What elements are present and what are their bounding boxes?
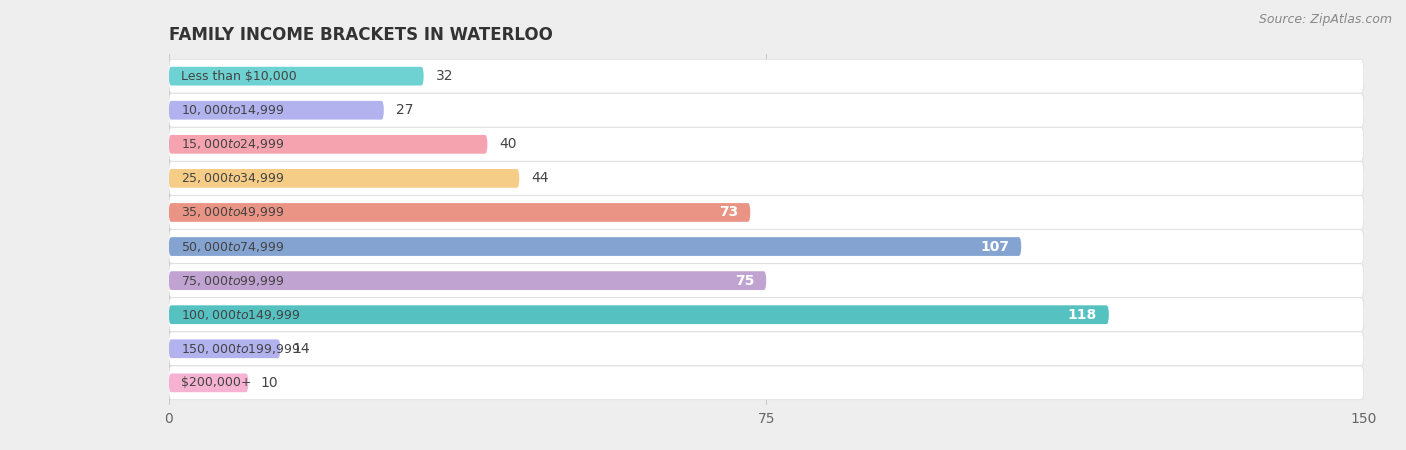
Text: $200,000+: $200,000+	[180, 376, 252, 389]
Text: 14: 14	[292, 342, 309, 356]
Text: $150,000 to $199,999: $150,000 to $199,999	[180, 342, 299, 356]
Text: 10: 10	[260, 376, 278, 390]
FancyBboxPatch shape	[169, 374, 249, 392]
Text: $10,000 to $14,999: $10,000 to $14,999	[180, 103, 284, 117]
FancyBboxPatch shape	[169, 162, 1364, 195]
FancyBboxPatch shape	[169, 264, 1364, 297]
FancyBboxPatch shape	[169, 135, 488, 154]
FancyBboxPatch shape	[169, 271, 766, 290]
FancyBboxPatch shape	[169, 339, 280, 358]
Text: 44: 44	[531, 171, 548, 185]
Text: $15,000 to $24,999: $15,000 to $24,999	[180, 137, 284, 151]
FancyBboxPatch shape	[169, 332, 1364, 366]
Text: Less than $10,000: Less than $10,000	[180, 70, 297, 83]
FancyBboxPatch shape	[169, 196, 1364, 230]
Text: FAMILY INCOME BRACKETS IN WATERLOO: FAMILY INCOME BRACKETS IN WATERLOO	[169, 26, 553, 44]
FancyBboxPatch shape	[169, 169, 519, 188]
Text: 73: 73	[718, 206, 738, 220]
FancyBboxPatch shape	[169, 366, 1364, 400]
FancyBboxPatch shape	[169, 59, 1364, 93]
Text: $75,000 to $99,999: $75,000 to $99,999	[180, 274, 284, 288]
FancyBboxPatch shape	[169, 230, 1364, 263]
FancyBboxPatch shape	[169, 237, 1021, 256]
FancyBboxPatch shape	[169, 305, 1109, 324]
Text: 40: 40	[499, 137, 517, 151]
Text: 32: 32	[436, 69, 453, 83]
Text: 118: 118	[1067, 308, 1097, 322]
Text: 75: 75	[735, 274, 755, 288]
FancyBboxPatch shape	[169, 127, 1364, 161]
FancyBboxPatch shape	[169, 93, 1364, 127]
FancyBboxPatch shape	[169, 67, 423, 86]
FancyBboxPatch shape	[169, 203, 751, 222]
Text: $50,000 to $74,999: $50,000 to $74,999	[180, 239, 284, 253]
Text: $35,000 to $49,999: $35,000 to $49,999	[180, 206, 284, 220]
FancyBboxPatch shape	[169, 101, 384, 120]
Text: $100,000 to $149,999: $100,000 to $149,999	[180, 308, 299, 322]
Text: 107: 107	[980, 239, 1010, 253]
FancyBboxPatch shape	[169, 298, 1364, 332]
Text: 27: 27	[396, 103, 413, 117]
Text: Source: ZipAtlas.com: Source: ZipAtlas.com	[1258, 14, 1392, 27]
Text: $25,000 to $34,999: $25,000 to $34,999	[180, 171, 284, 185]
